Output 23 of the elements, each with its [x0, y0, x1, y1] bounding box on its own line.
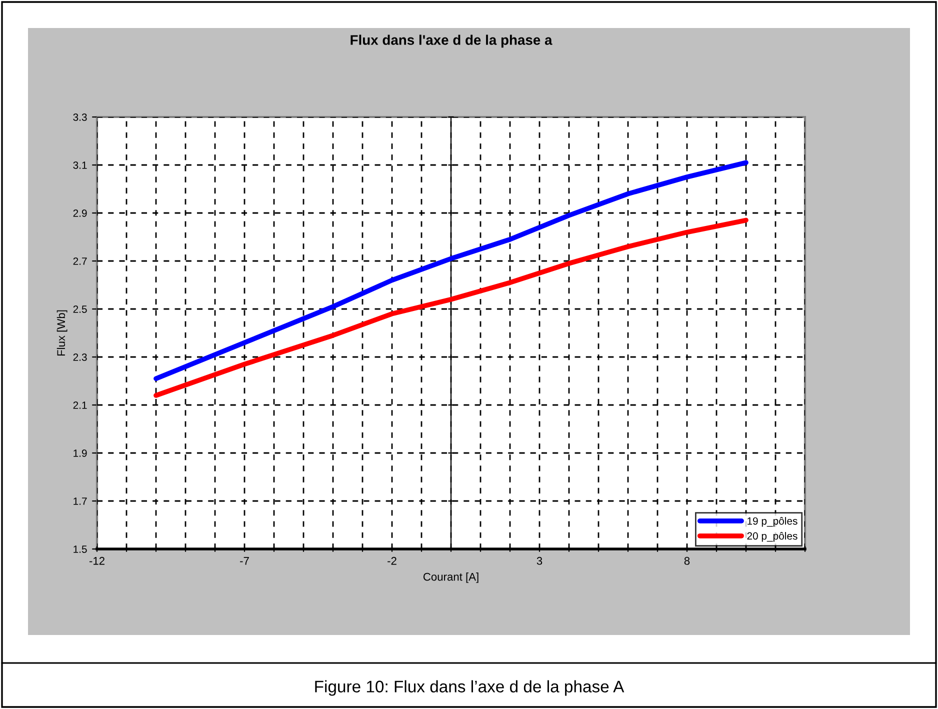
- y-tick-label: 1.9: [74, 450, 87, 457]
- y-tick-label: 3.1: [73, 162, 87, 169]
- y-tick-label: 2.5: [73, 306, 87, 313]
- x-axis-title: Courant [A]: [423, 572, 478, 583]
- y-tick-label: 3.3: [73, 114, 87, 121]
- x-tick-label: 3: [536, 556, 542, 565]
- y-tick-label: 2.9: [73, 210, 87, 217]
- legend-label: 19 p_pôles: [748, 517, 798, 527]
- y-axis-title: Flux [Wb]: [56, 310, 68, 356]
- x-tick-label: -7: [240, 557, 249, 565]
- x-tick-label: 8: [684, 556, 690, 565]
- y-tick-label: 2.3: [73, 354, 87, 361]
- legend-label: 20 p_pôles: [747, 532, 798, 542]
- chart-title: Flux dans l'axe d de la phase a: [350, 34, 552, 48]
- x-tick-label: -12: [89, 556, 104, 565]
- line-series: [154, 160, 748, 382]
- x-tick-label: -2: [388, 556, 396, 565]
- y-tick-label: 2.1: [73, 402, 87, 409]
- y-tick-label: 1.7: [74, 498, 87, 505]
- y-tick-label: 2.7: [73, 258, 87, 265]
- y-tick-label: 1.5: [74, 546, 87, 553]
- caption: Figure 10: Flux dans l’axe d de la phase A: [315, 680, 624, 696]
- line-series: [154, 218, 748, 398]
